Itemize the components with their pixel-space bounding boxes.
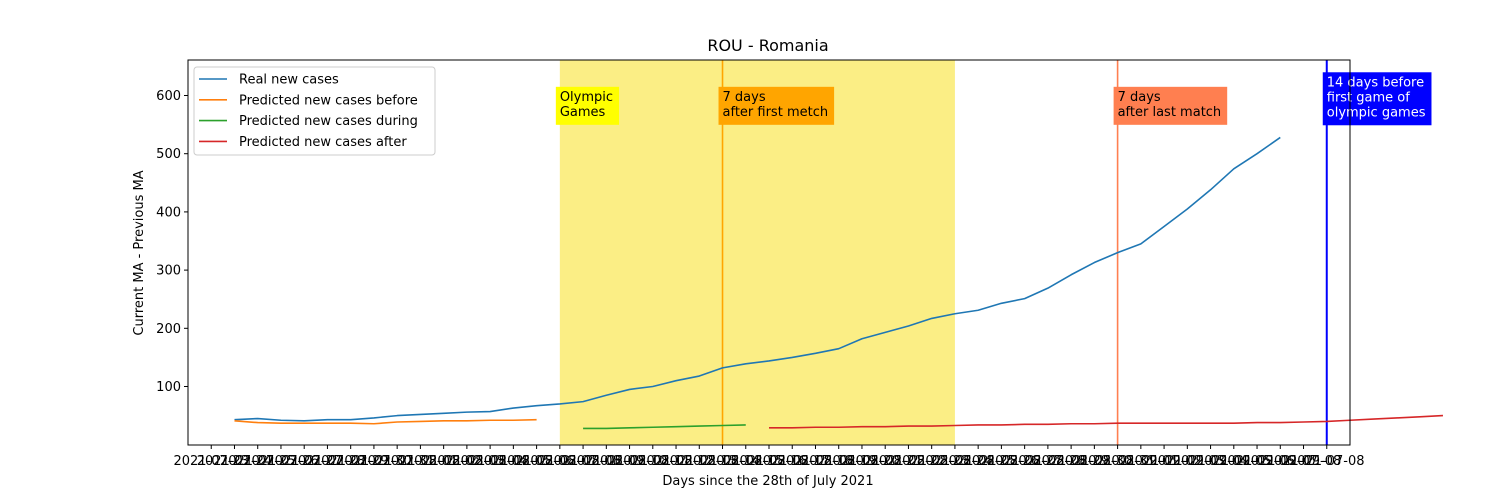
x-tick-label: 2021-07-30 xyxy=(336,454,412,469)
x-tick-label: 2021-07-08 xyxy=(1289,454,1365,469)
x-tick-label: 2021-08-03 xyxy=(429,454,505,469)
chart-title: ROU - Romania xyxy=(707,36,828,55)
x-tick-label: 2021-08-27 xyxy=(987,454,1063,469)
x-tick-label: 2021-08-04 xyxy=(452,454,528,469)
annotation-text: after first metch xyxy=(723,105,829,120)
x-tick-label: 2021-09-03 xyxy=(1150,454,1226,469)
annotation-text: 7 days xyxy=(1118,90,1161,105)
x-tick-label: 2021-08-22 xyxy=(871,454,947,469)
legend-label-2: Predicted new cases before xyxy=(239,93,418,108)
y-tick-label: 200 xyxy=(156,322,181,337)
x-tick-label: 2021-09-01 xyxy=(1103,454,1179,469)
x-tick-label: 2021-07-26 xyxy=(243,454,319,469)
y-tick-label: 500 xyxy=(156,147,181,162)
x-tick-label: 2021-08-15 xyxy=(708,454,784,469)
x-tick-label: 2021-08-07 xyxy=(522,454,598,469)
x-tick-label: 2021-07-25 xyxy=(220,454,296,469)
x-tick-label: 2021-08-06 xyxy=(499,454,575,469)
x-tick-label: 2021-08-24 xyxy=(917,454,993,469)
x-tick-label: 2021-08-05 xyxy=(476,454,552,469)
x-tick-label: 2021-08-26 xyxy=(964,454,1040,469)
series-line-1 xyxy=(234,136,1281,422)
annotation-text: olympic games xyxy=(1327,105,1426,120)
x-tick-label: 2021-08-01 xyxy=(383,454,459,469)
x-tick-label: 2021-08-11 xyxy=(615,454,691,469)
x-tick-label: 2021-07-24 xyxy=(197,454,273,469)
x-tick-label: 2021-07-31 xyxy=(359,454,435,469)
legend-box xyxy=(193,66,436,156)
y-tick-label: 100 xyxy=(156,380,181,395)
x-tick-label: 2021-08-29 xyxy=(1033,454,1109,469)
x-tick-label: 2021-09-02 xyxy=(1126,454,1202,469)
x-tick-label: 2021-08-20 xyxy=(824,454,900,469)
x-tick-label: 2021-08-14 xyxy=(685,454,761,469)
x-tick-label: 2021-08-19 xyxy=(801,454,877,469)
x-tick-label: 2021-09-06 xyxy=(1219,454,1295,469)
x-tick-label: 2021-07-28 xyxy=(290,454,366,469)
series-line-3 xyxy=(583,424,746,430)
annotation-text: after last match xyxy=(1118,105,1222,120)
x-axis-label: Days since the 28th of July 2021 xyxy=(662,474,873,489)
x-tick-label: 2021-07-29 xyxy=(313,454,389,469)
x-tick-label: 2021-08-21 xyxy=(847,454,923,469)
legend-label-1: Real new cases xyxy=(239,73,339,88)
x-tick-label: 2021-08-31 xyxy=(1080,454,1156,469)
x-tick-label: 2021-09-04 xyxy=(1173,454,1249,469)
x-tick-label: 2021-08-18 xyxy=(778,454,854,469)
annotation-text: 14 days before xyxy=(1327,75,1424,90)
x-tick-label: 2021-08-08 xyxy=(545,454,621,469)
x-tick-label: 2021-08-17 xyxy=(754,454,830,469)
x-tick-label: 2021-08-10 xyxy=(592,454,668,469)
x-tick-label: 2021-07-23 xyxy=(173,454,249,469)
x-tick-label: 2021-09-05 xyxy=(1196,454,1272,469)
x-tick-label: 2021-08-02 xyxy=(406,454,482,469)
y-tick-label: 400 xyxy=(156,205,181,220)
annotation-box xyxy=(1113,86,1228,125)
annotation-box xyxy=(555,86,620,125)
x-tick-label: 2021-08-12 xyxy=(638,454,714,469)
x-tick-label: 2021-08-28 xyxy=(1010,454,1086,469)
annotation-text: Olympic xyxy=(560,90,613,105)
legend-label-3: Predicted new cases during xyxy=(239,114,418,129)
y-axis-label: Current MA - Previous MA xyxy=(132,170,147,335)
series-line-2 xyxy=(234,418,537,425)
annotation-text: 7 days xyxy=(723,90,766,105)
legend: Real new cases Predicted new cases before… xyxy=(193,66,436,156)
x-tick-label: 2021-08-09 xyxy=(569,454,645,469)
y-tick-label: 600 xyxy=(156,89,181,104)
x-tick-label: 2021-08-16 xyxy=(731,454,807,469)
annotation-text: first game of xyxy=(1327,90,1411,105)
legend-label-4: Predicted new cases after xyxy=(239,135,407,150)
y-tick-label: 300 xyxy=(156,264,181,279)
x-tick-label: 2021-08-25 xyxy=(940,454,1016,469)
series-line-4 xyxy=(769,414,1443,429)
annotation-box xyxy=(718,86,835,125)
annotation-box xyxy=(1322,72,1432,126)
x-tick-label: 2021-09-08 xyxy=(1266,454,1342,469)
x-tick-label: 2021-09-07 xyxy=(1242,454,1318,469)
x-tick-label: 2021-08-13 xyxy=(661,454,737,469)
x-tick-label: 2021-08-30 xyxy=(1057,454,1133,469)
annotation-text: Games xyxy=(560,105,606,120)
x-tick-label: 2021-07-27 xyxy=(266,454,342,469)
x-tick-label: 2021-08-23 xyxy=(894,454,970,469)
